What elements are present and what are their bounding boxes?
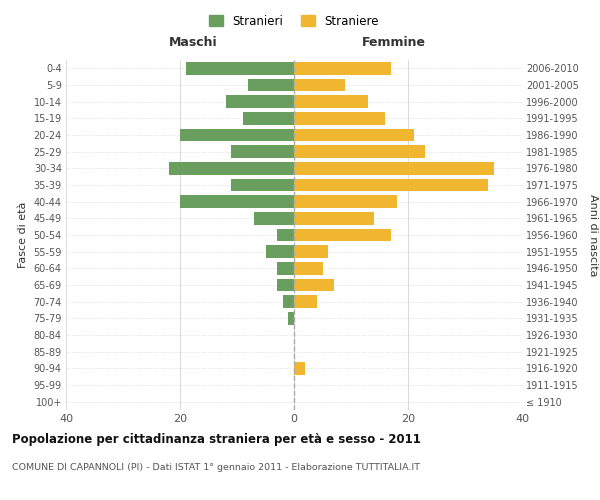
- Bar: [294, 128, 414, 141]
- Bar: [294, 179, 488, 191]
- Bar: [277, 229, 294, 241]
- Bar: [186, 62, 294, 74]
- Y-axis label: Anni di nascita: Anni di nascita: [589, 194, 598, 276]
- Text: Maschi: Maschi: [169, 36, 218, 50]
- Text: Popolazione per cittadinanza straniera per età e sesso - 2011: Popolazione per cittadinanza straniera p…: [12, 432, 421, 446]
- Legend: Stranieri, Straniere: Stranieri, Straniere: [204, 10, 384, 32]
- Bar: [265, 246, 294, 258]
- Bar: [180, 128, 294, 141]
- Bar: [294, 362, 305, 374]
- Bar: [242, 112, 294, 124]
- Bar: [294, 212, 374, 224]
- Bar: [294, 62, 391, 74]
- Bar: [294, 96, 368, 108]
- Bar: [294, 78, 346, 91]
- Bar: [180, 196, 294, 208]
- Bar: [283, 296, 294, 308]
- Bar: [294, 162, 493, 174]
- Bar: [248, 78, 294, 91]
- Bar: [232, 146, 294, 158]
- Bar: [294, 246, 328, 258]
- Y-axis label: Fasce di età: Fasce di età: [18, 202, 28, 268]
- Bar: [294, 146, 425, 158]
- Bar: [169, 162, 294, 174]
- Bar: [289, 312, 294, 324]
- Bar: [277, 279, 294, 291]
- Text: COMUNE DI CAPANNOLI (PI) - Dati ISTAT 1° gennaio 2011 - Elaborazione TUTTITALIA.: COMUNE DI CAPANNOLI (PI) - Dati ISTAT 1°…: [12, 462, 420, 471]
- Bar: [232, 179, 294, 191]
- Bar: [277, 262, 294, 274]
- Bar: [226, 96, 294, 108]
- Bar: [294, 279, 334, 291]
- Bar: [254, 212, 294, 224]
- Bar: [294, 296, 317, 308]
- Bar: [294, 112, 385, 124]
- Bar: [294, 229, 391, 241]
- Bar: [294, 262, 323, 274]
- Bar: [294, 196, 397, 208]
- Text: Femmine: Femmine: [362, 36, 427, 50]
